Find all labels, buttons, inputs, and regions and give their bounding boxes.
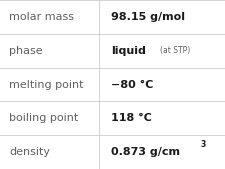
Text: density: density <box>9 147 50 157</box>
Text: −80 °C: −80 °C <box>110 79 153 90</box>
Text: 3: 3 <box>200 140 205 149</box>
Text: 0.873 g/cm: 0.873 g/cm <box>110 147 179 157</box>
Text: (at STP): (at STP) <box>160 46 190 55</box>
Text: boiling point: boiling point <box>9 113 78 123</box>
Text: phase: phase <box>9 46 43 56</box>
Text: 98.15 g/mol: 98.15 g/mol <box>110 12 184 22</box>
Text: 118 °C: 118 °C <box>110 113 151 123</box>
Text: molar mass: molar mass <box>9 12 74 22</box>
Text: liquid: liquid <box>110 46 145 56</box>
Text: melting point: melting point <box>9 79 83 90</box>
